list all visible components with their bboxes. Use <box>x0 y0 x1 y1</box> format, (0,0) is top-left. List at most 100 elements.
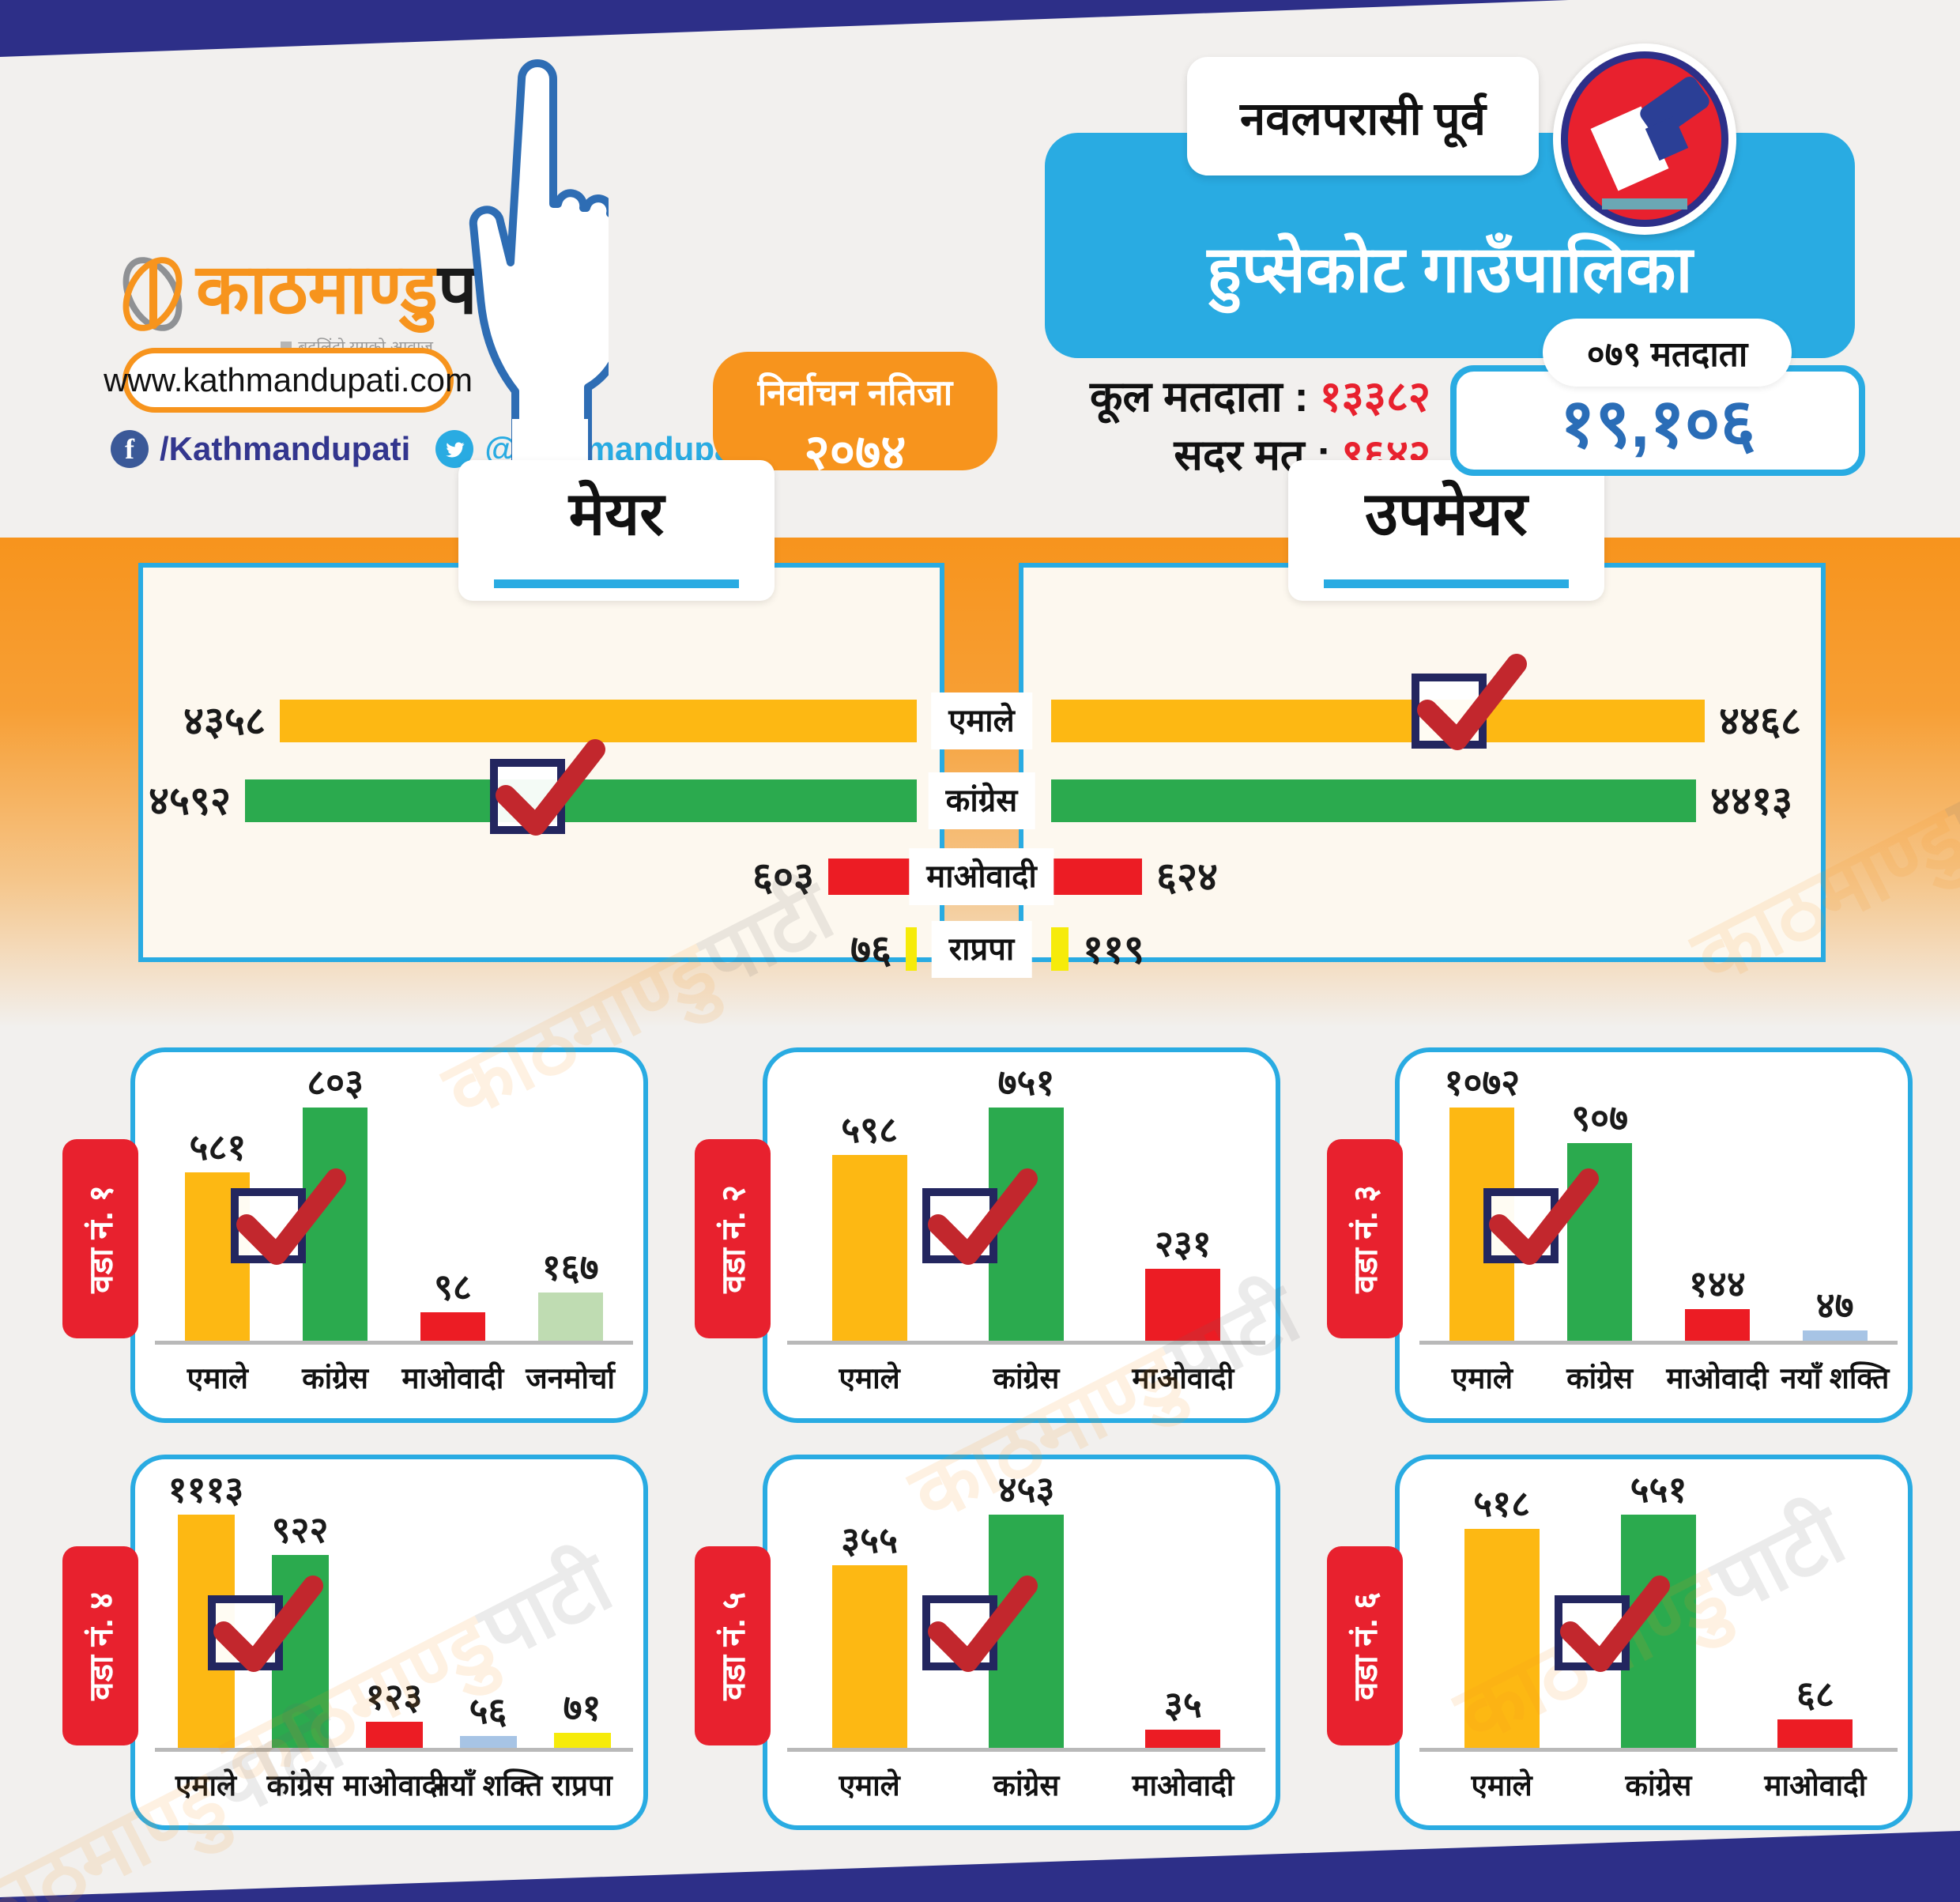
ward-6-value-2: ६८ <box>1796 1674 1834 1715</box>
badge-line2: २०७४ <box>804 425 906 480</box>
mayor-bar-3 <box>906 927 917 971</box>
deputy-winner-checkbox <box>1412 654 1527 750</box>
ward-4-party-2: माओवादी <box>343 1769 445 1802</box>
ward-1-party-1: कांग्रेस <box>302 1362 369 1394</box>
facebook-handle[interactable]: /Kathmandupati <box>160 430 411 467</box>
deputy-bar-0 <box>1051 700 1705 742</box>
ward-5-party-1: कांग्रेस <box>993 1769 1060 1802</box>
deputy-mayor-card <box>1019 563 1826 962</box>
mayor-heading-underline <box>494 579 739 588</box>
ward-5-bar-2 <box>1145 1730 1221 1748</box>
deputy-bar-3 <box>1051 927 1069 971</box>
deputy-value-3: ११९ <box>1083 926 1144 972</box>
total-voters-value: १३३८२ <box>1319 373 1430 421</box>
ward-6-tag: वडा नं. ६ <box>1327 1546 1403 1745</box>
ward-6-party-0: एमाले <box>1471 1769 1532 1802</box>
ward-1-card: वडा नं. १ ५८१ एमाले ८०३ कांग्रेस ९८ माओवादी १६७… <box>62 1047 648 1423</box>
voters-bubble-label: ०७९ मतदाता <box>1543 319 1792 387</box>
ward-3-tag-label: वडा नं. ३ <box>1346 1184 1384 1293</box>
ward-3-party-3: नयाँ शक्ति <box>1780 1362 1890 1394</box>
kathmandupati-logo-icon <box>111 247 194 342</box>
ward-3-party-1: कांग्रेस <box>1566 1362 1634 1394</box>
ward-3-bar-2 <box>1684 1309 1750 1341</box>
ward-1-party-3: जनमोर्चा <box>526 1362 616 1394</box>
ward-6-party-1: कांग्रेस <box>1625 1769 1692 1802</box>
ward-5-bar-0 <box>831 1565 907 1748</box>
ward-4-party-0: एमाले <box>175 1769 237 1802</box>
ward-6-baseline <box>1419 1748 1898 1752</box>
deputy-bar-1 <box>1051 779 1696 822</box>
ward-6-value-0: ५१८ <box>1473 1483 1531 1524</box>
ward-3-party-0: एमाले <box>1451 1362 1513 1394</box>
ward-5-winner-checkbox <box>922 1576 1038 1672</box>
ward-5-tag-label: वडा नं. ५ <box>714 1591 752 1700</box>
ward-4-bar-3 <box>459 1736 517 1748</box>
ward-5-party-2: माओवादी <box>1132 1769 1234 1802</box>
election-result-badge: निर्वाचन नतिजा २०७४ <box>713 352 997 480</box>
website-link[interactable]: www.kathmandupati.com <box>104 348 473 413</box>
logo-tower <box>149 261 157 329</box>
ward-1-baseline <box>155 1341 633 1345</box>
ward-1-value-2: ९८ <box>433 1266 472 1308</box>
ward-4-bar-4 <box>553 1733 611 1748</box>
ward-2-card: वडा नं. २ ५९८ एमाले ७५१ कांग्रेस २३१ माओवादी <box>695 1047 1280 1423</box>
ward-4-value-0: १११३ <box>168 1469 244 1510</box>
party-label-2: माओवादी <box>909 848 1054 905</box>
ward-6-bar-0 <box>1464 1529 1540 1748</box>
ward-1-bar-3 <box>537 1293 603 1341</box>
ward-3-winner-checkbox <box>1483 1168 1600 1265</box>
ward-6-winner-checkbox <box>1554 1576 1670 1672</box>
ward-3-bar-3 <box>1802 1330 1868 1341</box>
ward-1-party-0: एमाले <box>187 1362 248 1394</box>
ward-6-tag-label: वडा नं. ६ <box>1346 1591 1384 1700</box>
mayor-bar-2 <box>828 859 917 895</box>
ward-5-card: वडा नं. ५ ३५५ एमाले ४५३ कांग्रेस ३५ माओवादी <box>695 1455 1280 1830</box>
deputy-mayor-heading-box: उपमेयर <box>1288 460 1604 601</box>
ward-4-party-3: नयाँ शक्ति <box>433 1769 543 1802</box>
ward-3-value-3: ४७ <box>1815 1285 1854 1326</box>
mayor-value-2: ६०३ <box>752 855 814 899</box>
ward-3-value-2: १४४ <box>1688 1263 1746 1304</box>
ward-1-bar-1 <box>303 1108 368 1341</box>
deputy-value-1: ४४१३ <box>1710 779 1792 823</box>
ward-2-value-2: २३१ <box>1154 1223 1212 1264</box>
total-voters-row: कूल मतदाता :१३३८२ <box>1027 365 1430 424</box>
mayor-bar-1 <box>245 779 917 822</box>
mayor-value-0: ४३५८ <box>183 699 266 743</box>
brand-logo-part1: काठमाण्डु <box>196 250 438 328</box>
ward-3-party-2: माओवादी <box>1666 1362 1769 1394</box>
ward-4-value-1: ९२२ <box>271 1509 329 1550</box>
ward-2-bar-2 <box>1145 1269 1221 1341</box>
ballot-box-icon <box>1553 43 1736 235</box>
badge-line1: निर्वाचन नतिजा <box>757 372 953 413</box>
ward-2-party-0: एमाले <box>839 1362 900 1394</box>
ward-2-party-2: माओवादी <box>1132 1362 1234 1394</box>
ward-3-value-0: १०७२ <box>1444 1062 1521 1103</box>
ward-4-value-4: ७१ <box>563 1687 601 1728</box>
mayor-heading-box: मेयर <box>458 460 775 601</box>
ward-3-value-1: ९०७ <box>1571 1097 1628 1138</box>
ward-1-party-2: माओवादी <box>401 1362 504 1394</box>
facebook-icon[interactable]: f <box>111 430 149 468</box>
ward-3-tag: वडा नं. ३ <box>1327 1139 1403 1338</box>
ward-1-bar-2 <box>420 1312 485 1341</box>
ward-1-tag-label: वडा नं. १ <box>81 1184 119 1293</box>
deputy-mayor-heading: उपमेयर <box>1365 481 1528 548</box>
ward-2-value-0: ५९८ <box>841 1109 899 1150</box>
ward-2-tag-label: वडा नं. २ <box>714 1184 752 1293</box>
ballot-slot-icon <box>1602 198 1687 209</box>
ward-4-tag-label: वडा नं. ४ <box>81 1591 119 1700</box>
ward-3-card: वडा नं. ३ १०७२ एमाले ९०७ कांग्रेस १४४ माओवादी ४… <box>1327 1047 1913 1423</box>
ward-2-bar-0 <box>831 1155 907 1341</box>
party-label-1: कांग्रेस <box>928 772 1035 829</box>
district-title-box: नवलपरासी पूर्व <box>1187 57 1539 175</box>
deputy-mayor-heading-underline <box>1324 579 1569 588</box>
ward-5-value-2: ३५ <box>1163 1684 1202 1725</box>
mayor-value-3: ७६ <box>850 926 891 972</box>
deputy-value-2: ६२४ <box>1156 855 1218 899</box>
ward-5-value-1: ४५३ <box>997 1469 1055 1510</box>
total-voters-label: कूल मतदाता : <box>1090 373 1309 421</box>
ward-4-winner-checkbox <box>207 1576 323 1672</box>
ward-4-party-4: राप्रपा <box>552 1769 612 1802</box>
